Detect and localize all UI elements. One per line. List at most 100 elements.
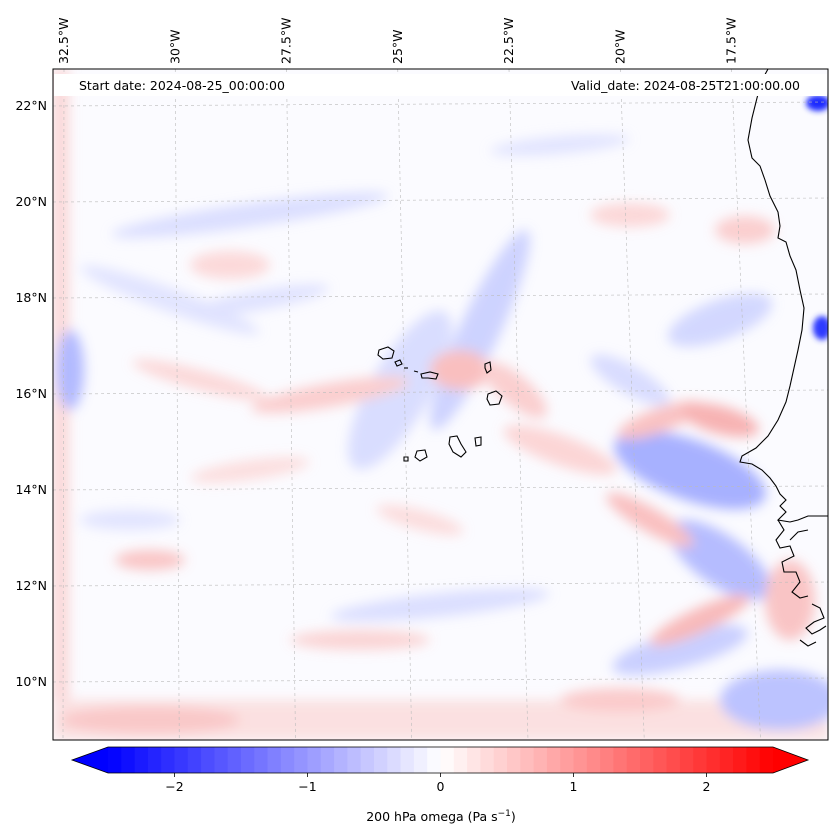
colorbar-segment [254, 747, 269, 773]
colorbar-segment [374, 747, 388, 773]
latitude-label: 22°N [15, 98, 47, 113]
gridlines [53, 69, 828, 740]
colorbar-segment [121, 747, 136, 773]
colorbar-segment [546, 747, 561, 773]
colorbar-segment [201, 747, 215, 773]
colorbar-tick-label: −2 [165, 779, 183, 794]
colorbar-segment [134, 747, 149, 773]
colorbar-segment [626, 747, 641, 773]
west-africa-coastline [739, 69, 828, 523]
colorbar-outline [70, 746, 810, 774]
colorbar-segment [334, 747, 348, 773]
colorbar-tick-label: 1 [570, 779, 578, 794]
island-santo-antao [377, 346, 395, 360]
island-brava [403, 456, 409, 462]
colorbar-segment [147, 747, 162, 773]
island-santiago [448, 435, 467, 458]
colorbar-segment [280, 747, 295, 773]
colorbar-label-exponent: −1 [498, 809, 511, 819]
colorbar-extend-min [72, 747, 108, 773]
colorbar-segment [214, 747, 229, 773]
colorbar-tick-label: 0 [437, 779, 445, 794]
colorbar: −2 −1 0 1 2 [70, 746, 810, 794]
meridian-gridline [508, 69, 529, 740]
colorbar-extend-max [773, 747, 808, 773]
colorbar-segment [653, 747, 668, 773]
colorbar-segment [227, 747, 242, 773]
colorbar-tick-label: −1 [298, 779, 316, 794]
island-sao-nicolau [420, 371, 439, 380]
colorbar-segment [746, 747, 761, 773]
colorbar-segment [440, 747, 455, 773]
colorbar-segment [387, 747, 402, 773]
colorbar-segment [560, 747, 575, 773]
longitude-label: 32.5°W [56, 18, 71, 64]
colorbar-label: 200 hPa omega (Pa s−1) [366, 809, 516, 824]
colorbar-segment [320, 747, 335, 773]
island-boa-vista [486, 390, 503, 406]
longitude-label: 22.5°W [501, 18, 516, 64]
island-maio [474, 436, 482, 447]
coastlines [377, 69, 828, 647]
longitude-label: 25°W [390, 29, 405, 64]
meridian-gridline [619, 69, 645, 740]
latitude-label: 20°N [15, 194, 47, 209]
colorbar-segment [640, 747, 654, 773]
colorbar-segment [427, 747, 442, 773]
start-date-label: Start date: 2024-08-25_00:00:00 [79, 78, 285, 93]
colorbar-segment [174, 747, 189, 773]
latitude-label: 12°N [15, 578, 47, 593]
colorbar-segment [347, 747, 362, 773]
colorbar-segment [520, 747, 535, 773]
valid-date-label: Valid_date: 2024-08-25T21:00:00.00 [571, 78, 800, 93]
colorbar-segment [294, 747, 309, 773]
colorbar-segment [307, 747, 322, 773]
latitude-label: 14°N [15, 482, 47, 497]
colorbar-segment [108, 747, 122, 773]
island-fogo [414, 449, 428, 462]
colorbar-segment [666, 747, 681, 773]
colorbar-label-main: 200 hPa omega (Pa s [366, 809, 497, 824]
colorbar-segment [161, 747, 176, 773]
colorbar-segment [360, 747, 375, 773]
colorbar-segment [467, 747, 481, 773]
map-frame [52, 68, 829, 741]
latitude-labels: 22°N 20°N 18°N 16°N 14°N 12°N 10°N [15, 98, 47, 689]
meridian-gridline [397, 69, 413, 740]
colorbar-segment [693, 747, 708, 773]
longitude-label: 27.5°W [279, 18, 294, 64]
island-sao-vicente [394, 359, 403, 367]
meridian-gridline [62, 69, 65, 740]
longitude-label: 30°W [167, 29, 182, 64]
longitude-labels: 32.5°W 30°W 27.5°W 25°W 22.5°W 20°W 17.5°W [56, 18, 739, 64]
latitude-label: 10°N [15, 674, 47, 689]
meridian-gridline [174, 69, 180, 740]
colorbar-segment [267, 747, 282, 773]
colorbar-tick-label: 2 [703, 779, 711, 794]
colorbar-segment [600, 747, 614, 773]
colorbar-segment [400, 747, 415, 773]
colorbar-segment [679, 747, 694, 773]
colorbar-segment [733, 747, 747, 773]
island-sal [484, 361, 492, 374]
date-header-strip [54, 74, 827, 96]
colorbar-label-close: ) [511, 809, 516, 824]
latitude-label: 16°N [15, 386, 47, 401]
colorbar-segment [573, 747, 588, 773]
meridian-gridline [731, 69, 761, 740]
colorbar-segment [187, 747, 202, 773]
colorbar-segment [533, 747, 548, 773]
colorbar-segment [413, 747, 428, 773]
colorbar-segment [586, 747, 601, 773]
colorbar-segment [480, 747, 495, 773]
omega-field [53, 69, 828, 740]
meridian-gridline [286, 69, 296, 740]
colorbar-segment [719, 747, 734, 773]
colorbar-segment [507, 747, 521, 773]
longitude-label: 20°W [612, 29, 627, 64]
colorbar-segment [453, 747, 468, 773]
colorbar-segment [241, 747, 255, 773]
latitude-label: 18°N [15, 290, 47, 305]
longitude-label: 17.5°W [724, 18, 739, 64]
